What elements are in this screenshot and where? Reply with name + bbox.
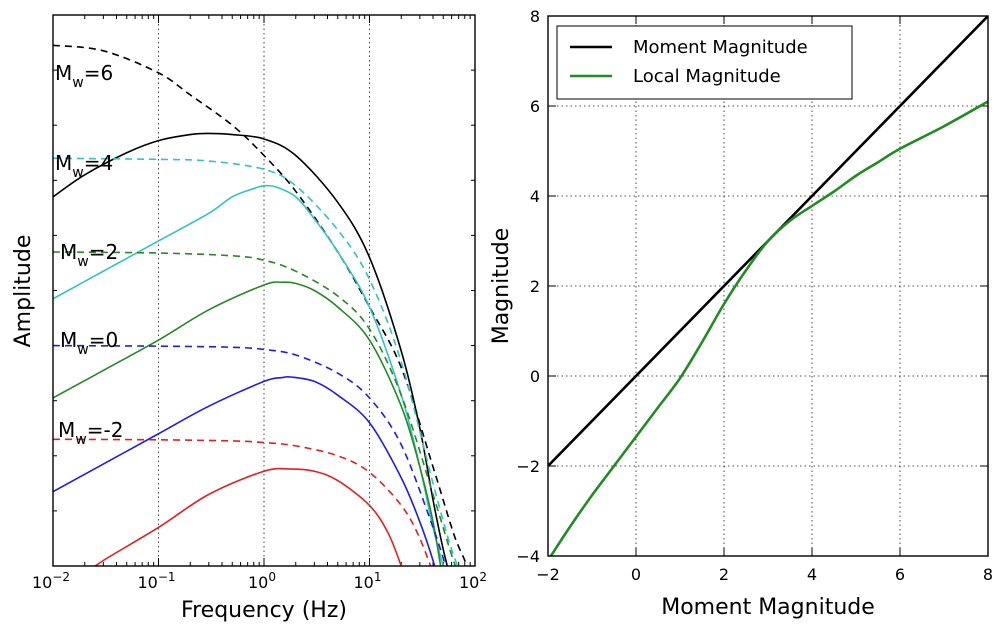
amplitude-y-label: Amplitude	[11, 235, 36, 348]
magnitude-y-label: Magnitude	[489, 228, 514, 345]
mw-annotation: Mw=2	[60, 240, 118, 270]
magnitude-x-ticklabel: 8	[983, 565, 993, 584]
amplitude-frame	[52, 14, 476, 567]
mw-annotation: Mw=6	[55, 61, 113, 91]
magnitude-legend: Moment Magnitude Local Magnitude	[556, 25, 853, 100]
mw-annotation: Mw=4	[55, 151, 113, 181]
magnitude-frame	[547, 15, 989, 557]
amplitude-panel: 10−2 10−1 100 101 102 Frequency (Hz) Amplitude…	[11, 14, 487, 623]
magnitude-x-ticklabel: 0	[631, 565, 641, 584]
magnitude-x-ticklabel: −2	[536, 565, 560, 584]
magnitude-x-ticklabel: 4	[807, 565, 817, 584]
magnitude-y-ticklabel: 4	[530, 187, 540, 206]
magnitude-x-ticklabel: 2	[719, 565, 729, 584]
magnitude-series-local-magnitude	[549, 100, 988, 556]
amplitude-series-mw2-dashed	[53, 251, 457, 566]
amplitude-series-mw6-dashed	[53, 44, 468, 566]
magnitude-y-ticklabel: 0	[530, 367, 540, 386]
amplitude-series-mw-2-solid	[93, 467, 403, 566]
magnitude-curves	[548, 16, 988, 556]
magnitude-y-ticklabel: 2	[530, 277, 540, 296]
amplitude-x-ticklabel: 100	[248, 570, 276, 592]
amplitude-x-ticklabel: 101	[354, 570, 382, 592]
mw-annotation: Mw=-2	[58, 418, 123, 448]
magnitude-y-ticklabel: 8	[530, 7, 540, 26]
amplitude-series-mw2-solid	[53, 281, 442, 566]
amplitude-curves	[53, 44, 468, 566]
legend-label: Local Magnitude	[633, 66, 781, 87]
magnitude-x-ticklabel: 6	[895, 565, 905, 584]
amplitude-series-mw4-dashed	[53, 157, 459, 566]
amplitude-series-mw0-dashed	[53, 344, 447, 566]
legend-box	[556, 25, 853, 100]
amplitude-series-mw4-solid	[53, 132, 449, 566]
amplitude-x-label: Frequency (Hz)	[181, 598, 347, 623]
amplitude-series-mw4-solid	[53, 184, 444, 566]
magnitude-y-ticklabel: −4	[516, 547, 540, 566]
magnitude-y-ticklabel: 6	[530, 97, 540, 116]
legend-label: Moment Magnitude	[633, 37, 808, 58]
amplitude-series-mw-2-dashed	[53, 438, 432, 566]
magnitude-x-label: Moment Magnitude	[661, 595, 875, 620]
magnitude-y-ticklabel: −2	[516, 457, 540, 476]
amplitude-x-ticklabel: 102	[459, 570, 487, 592]
amplitude-x-ticklabel: 10−2	[32, 570, 70, 592]
amplitude-x-ticklabel: 10−1	[137, 570, 175, 592]
mw-annotation: Mw=0	[60, 328, 118, 358]
amplitude-series-mw0-solid	[53, 375, 436, 566]
